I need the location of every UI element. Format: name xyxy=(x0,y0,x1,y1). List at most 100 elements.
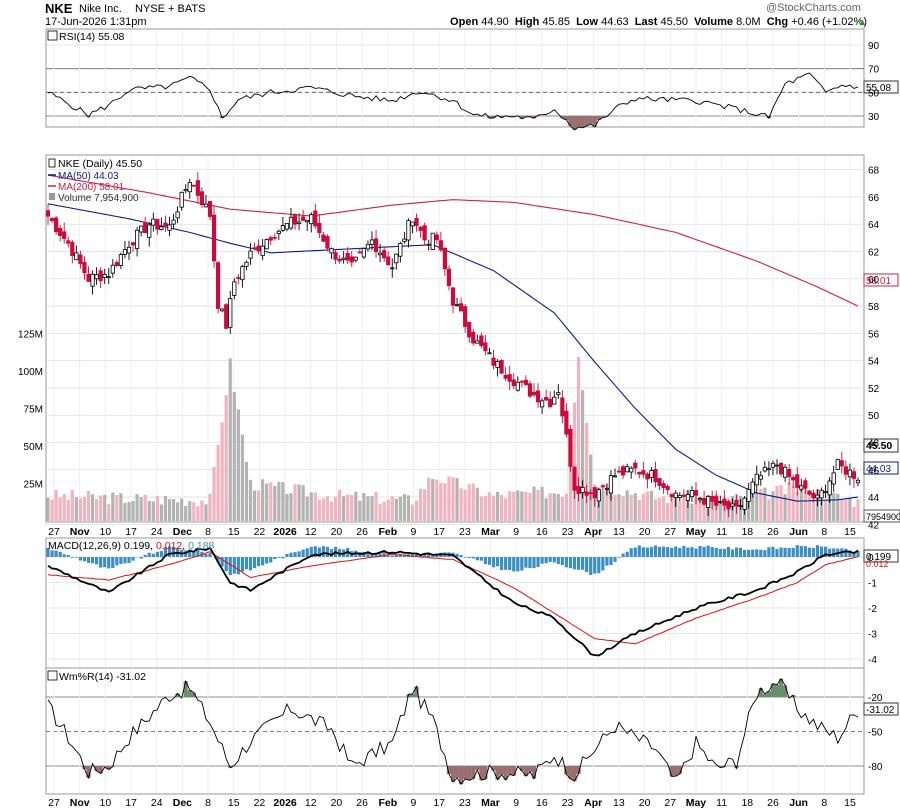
macd-histogram-bar xyxy=(755,549,759,557)
macd-histogram-bar xyxy=(653,545,658,557)
macd-histogram-bar xyxy=(374,553,378,557)
macd-histogram-bar xyxy=(273,557,277,560)
macd-histogram-bar xyxy=(62,554,66,557)
date-time: 17-Jun-2026 1:31pm xyxy=(45,16,147,28)
macd-histogram-bar xyxy=(248,557,253,571)
macd-histogram-bar xyxy=(722,548,726,557)
volume-bar xyxy=(378,504,382,521)
macd-histogram-bar xyxy=(281,557,285,559)
macd-histogram-bar xyxy=(487,557,492,565)
volume-bar xyxy=(119,493,123,521)
volume-bar xyxy=(641,493,645,521)
price-tick-label: 64 xyxy=(868,220,880,231)
candle-body xyxy=(742,497,747,510)
candle-body xyxy=(224,304,229,329)
volume-bar xyxy=(354,491,358,521)
macd-histogram-bar xyxy=(799,546,803,557)
candle-body xyxy=(402,238,407,243)
candle-body xyxy=(811,492,816,499)
macd-histogram-bar xyxy=(674,546,678,557)
candle-body xyxy=(778,463,784,475)
candle-body xyxy=(199,191,204,206)
volume-bar xyxy=(99,495,103,521)
candle-body xyxy=(803,480,808,489)
volume-bar xyxy=(374,491,378,521)
macd-histogram-bar xyxy=(783,547,787,557)
x-axis-label-bottom: 18 xyxy=(741,797,753,809)
candle-body xyxy=(592,487,597,499)
volume-bar xyxy=(171,499,176,521)
volume-bar xyxy=(605,484,609,521)
macd-tick-label: -2 xyxy=(868,604,877,615)
macd-histogram-bar xyxy=(629,548,633,557)
candle-body xyxy=(268,237,273,241)
watermark: @StockCharts.com xyxy=(766,2,861,14)
macd-histogram-bar xyxy=(285,553,289,557)
volume-bar xyxy=(342,496,346,521)
candle-body xyxy=(503,374,508,379)
candle-body xyxy=(487,352,492,355)
volume-bar xyxy=(111,492,115,521)
candle-body xyxy=(560,397,565,417)
legend-volume-swatch xyxy=(49,193,55,200)
macd-histogram-bar xyxy=(581,557,585,570)
volume-bar xyxy=(528,492,532,521)
macd-histogram-bar xyxy=(317,547,321,557)
volume-bar xyxy=(625,490,629,521)
volume-bar xyxy=(208,494,212,521)
candle-body xyxy=(722,498,727,506)
macd-histogram-bar xyxy=(313,546,317,557)
candle-body xyxy=(600,485,605,488)
price-tick-label: 54 xyxy=(868,357,880,368)
volume-bar xyxy=(236,409,240,521)
x-axis-label: 22 xyxy=(254,526,266,538)
candle-body xyxy=(203,203,209,208)
candle-body xyxy=(548,398,553,408)
volume-bar xyxy=(86,490,91,521)
candle-body xyxy=(228,298,233,328)
macd-histogram-bar xyxy=(74,557,78,558)
price-panel xyxy=(45,154,865,523)
volume-bar xyxy=(629,494,633,521)
macd-histogram-bar xyxy=(147,552,151,557)
x-axis-label-bottom: 20 xyxy=(331,797,343,809)
candle-body xyxy=(191,184,196,187)
macd-histogram-bar xyxy=(208,553,212,557)
macd-histogram-bar xyxy=(483,557,487,564)
candle-body xyxy=(450,287,456,306)
candle-body xyxy=(458,303,464,312)
candle-body xyxy=(369,239,375,245)
volume-bar xyxy=(459,488,463,521)
symbol: NKE xyxy=(45,1,73,16)
macd-histogram-bar xyxy=(844,548,848,557)
candle-body xyxy=(714,496,719,506)
candle-body xyxy=(94,274,99,280)
macd-histogram-bar xyxy=(386,555,390,557)
price-tick-label: 48 xyxy=(868,439,880,450)
macd-histogram-bar xyxy=(528,557,532,569)
rsi-tag-box xyxy=(863,80,899,94)
volume-bar xyxy=(811,496,816,521)
candle-body xyxy=(292,214,298,225)
candle-body xyxy=(787,468,792,478)
volume-bar xyxy=(269,482,273,521)
macd-series xyxy=(46,545,860,657)
candle-body xyxy=(511,379,516,387)
macd-histogram-bar xyxy=(751,549,755,557)
price-tick-label: 60 xyxy=(868,275,880,286)
candle-body xyxy=(386,256,391,266)
willr-tick-label: -50 xyxy=(868,728,883,739)
volume-bar xyxy=(358,500,362,521)
volume-bar xyxy=(313,492,317,521)
candle-body xyxy=(689,490,695,498)
x-axis-label: 2026 xyxy=(273,526,297,538)
macd-histogram-bar xyxy=(734,547,739,557)
ma200-tag-box xyxy=(863,273,899,287)
candle-body xyxy=(163,222,168,227)
volume-bar xyxy=(248,479,253,521)
volume-bar xyxy=(832,492,836,521)
legend-price: NKE (Daily) 45.50 xyxy=(58,158,142,170)
legend-ma50: MA(50) 44.03 xyxy=(58,171,119,182)
volume-bar xyxy=(803,485,807,521)
macd-histogram-bar xyxy=(593,557,597,574)
